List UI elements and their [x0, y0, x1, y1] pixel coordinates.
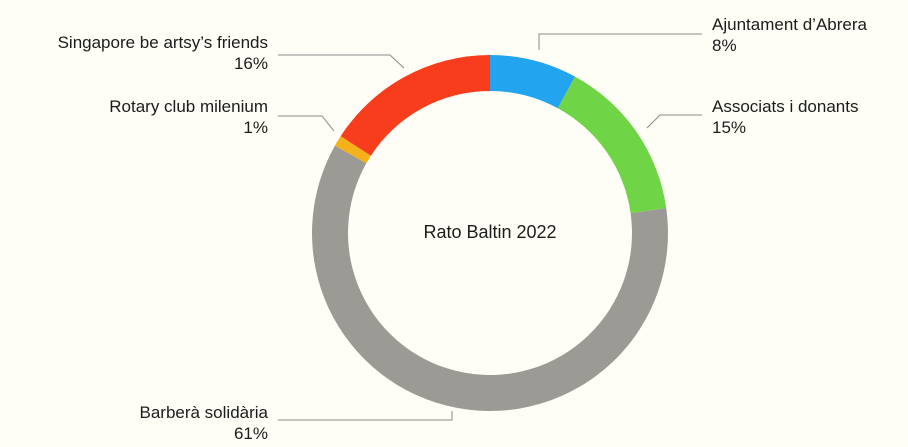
slice-label-associats-i-donants: Associats i donants [712, 97, 858, 116]
chart-title: Rato Baltin 2022 [423, 222, 556, 242]
leader-line-barbera-solidaria [278, 411, 453, 421]
slice-labels: Ajuntament d’Abrera 8% Associats i donants… [58, 15, 868, 443]
slice-value-associats-i-donants: 15% [712, 118, 746, 137]
slice-value-ajuntament-d-abrera: 8% [712, 36, 737, 55]
slice-barbera-solidaria [312, 145, 668, 411]
leader-line-associats-i-donants [646, 114, 702, 129]
slice-ajuntament-d-abrera [490, 55, 575, 109]
slice-rotary-club-milenium [334, 136, 371, 164]
slice-value-barbera-solidaria: 61% [234, 424, 268, 443]
slice-value-singapore-be-artsy-s-friends: 16% [234, 54, 268, 73]
slice-label-barbera-solidaria: Barberà solidària [139, 403, 268, 422]
slice-label-ajuntament-d-abrera: Ajuntament d’Abrera [712, 15, 868, 34]
leader-line-rotary-club-milenium [278, 115, 335, 132]
slice-label-singapore-be-artsy-s-friends: Singapore be artsy’s friends [58, 33, 268, 52]
leader-line-ajuntament-d-abrera [538, 33, 702, 50]
slice-associats-i-donants [557, 76, 667, 214]
leader-line-singapore-be-artsy-s-friends [278, 54, 405, 69]
leader-lines [278, 33, 702, 421]
slice-label-rotary-club-milenium: Rotary club milenium [109, 97, 268, 116]
slice-singapore-be-artsy-s-friends [340, 55, 490, 156]
donut-slices [312, 55, 668, 411]
slice-value-rotary-club-milenium: 1% [243, 118, 268, 137]
